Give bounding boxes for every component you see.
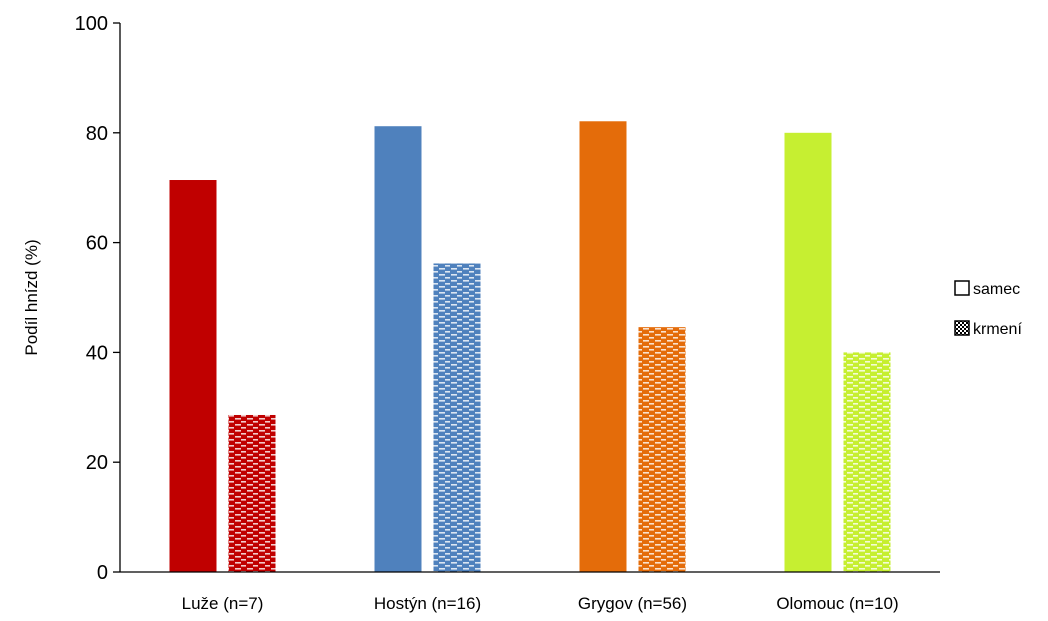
bar-krmeni-luze-n-7 [228,414,276,572]
x-category-label: Grygov (n=56) [578,594,687,613]
bar-krmeni-olomouc-n-10 [843,352,891,572]
y-tick-label: 60 [86,233,108,255]
legend-item-krmeni: krmení [954,320,1022,338]
x-category-label: Hostýn (n=16) [374,594,481,613]
bar-group-hostyn-n-16 [374,126,481,572]
bars [169,121,891,573]
bar-samec-luze-n-7 [169,180,217,573]
legend-label: krmení [973,321,1022,338]
y-tick-label: 100 [75,13,108,35]
x-axis: Luže (n=7) Hostýn (n=16) Grygov (n=56) Olom… [120,571,940,613]
bar-krmeni-grygov-n-56 [638,327,686,572]
bar-samec-olomouc-n-10 [784,132,832,573]
legend-label: samec [973,281,1020,298]
bar-samec-hostyn-n-16 [374,126,422,572]
y-tick-label: 80 [86,123,108,145]
y-axis-title-group: Podíl hnízd (%) [22,239,41,355]
y-axis: 0 20 40 60 80 100 [75,13,121,584]
x-category-label: Luže (n=7) [182,594,264,613]
y-tick-label: 0 [97,562,108,584]
legend: samec krmení [954,280,1022,338]
legend-swatch [954,320,970,336]
bar-krmeni-hostyn-n-16 [433,263,481,572]
x-category-label: Olomouc (n=10) [776,594,898,613]
bar-group-luze-n-7 [169,180,276,573]
legend-swatch [954,280,970,296]
legend-item-samec: samec [954,280,1020,298]
bar-group-olomouc-n-10 [784,132,891,573]
y-tick-label: 40 [86,342,108,364]
y-axis-title: Podíl hnízd (%) [22,239,41,355]
bar-group-grygov-n-56 [579,121,686,573]
y-tick-label: 20 [86,452,108,474]
bar-samec-grygov-n-56 [579,121,627,573]
